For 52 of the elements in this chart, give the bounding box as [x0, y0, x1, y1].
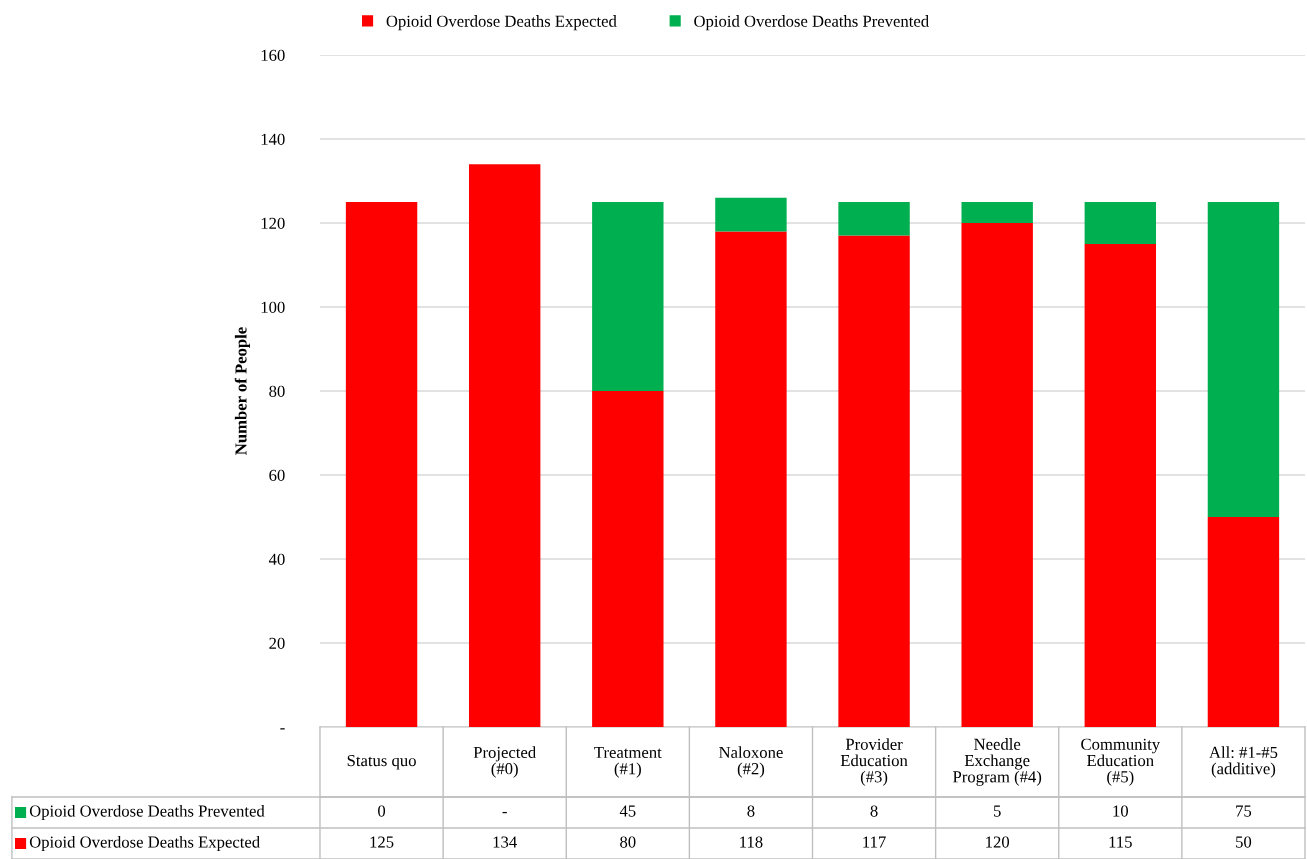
bar	[1084, 202, 1157, 244]
y-tick-label: 40	[268, 553, 285, 565]
data-label: 8	[747, 805, 755, 817]
data-label: 5	[993, 805, 1001, 817]
y-tick-label: 120	[261, 217, 285, 229]
x-tick-label: Naloxone (#2)	[719, 746, 783, 778]
data-label: 75	[1236, 805, 1252, 817]
bar	[592, 202, 664, 391]
y-tick-label: 80	[269, 385, 285, 397]
y-tick-label: 140	[261, 133, 285, 145]
bar	[838, 202, 910, 236]
bar	[961, 202, 1033, 223]
x-tick-label: Status quo	[347, 754, 416, 770]
x-tick-label: All: #1-#5 (additive)	[1209, 746, 1278, 778]
x-tick-label: Treatment (#1)	[594, 746, 662, 778]
x-tick-label: Projected (#0)	[473, 746, 536, 778]
bar	[468, 164, 541, 727]
data-label: 125	[370, 836, 394, 848]
data-label: 0	[378, 805, 386, 817]
data-label: 120	[986, 836, 1010, 848]
bar	[592, 391, 664, 727]
x-tick-label: Provider Education (#3)	[840, 738, 908, 786]
y-tick-label: 60	[269, 469, 285, 481]
x-tick-label: Needle Exchange Program (#4)	[953, 738, 1042, 786]
data-label: 134	[493, 836, 517, 848]
data-label: 8	[870, 805, 878, 817]
bar	[715, 197, 787, 232]
text: -	[502, 811, 507, 814]
data-label: 115	[1109, 836, 1132, 848]
text: Opioid Overdose Deaths Expected	[29, 835, 260, 852]
y-tick-label: 100	[261, 301, 285, 313]
bar	[961, 223, 1033, 727]
data-label: 117	[863, 836, 886, 848]
y-axis-title: Number of People	[234, 327, 250, 455]
legend-label: Opioid Overdose Deaths Expected	[386, 15, 617, 31]
bar	[1207, 202, 1280, 517]
bar	[715, 231, 787, 727]
data-label: 50	[1236, 836, 1252, 848]
text: Opioid Overdose Deaths Prevented	[29, 804, 265, 821]
bar	[345, 202, 418, 727]
y-tick-label: 160	[261, 49, 285, 61]
data-label: 118	[740, 836, 763, 848]
data-label: 45	[619, 805, 636, 817]
x-tick-label: Community Education (#5)	[1081, 738, 1161, 786]
data-label: 80	[620, 836, 636, 848]
legend-label: Opioid Overdose Deaths Prevented	[694, 15, 929, 31]
bar	[1084, 244, 1157, 727]
y-tick-label: -	[280, 728, 285, 730]
data-label: 10	[1113, 805, 1129, 817]
bar	[838, 235, 910, 727]
y-tick-label: 20	[269, 637, 285, 649]
bar	[1207, 517, 1280, 727]
